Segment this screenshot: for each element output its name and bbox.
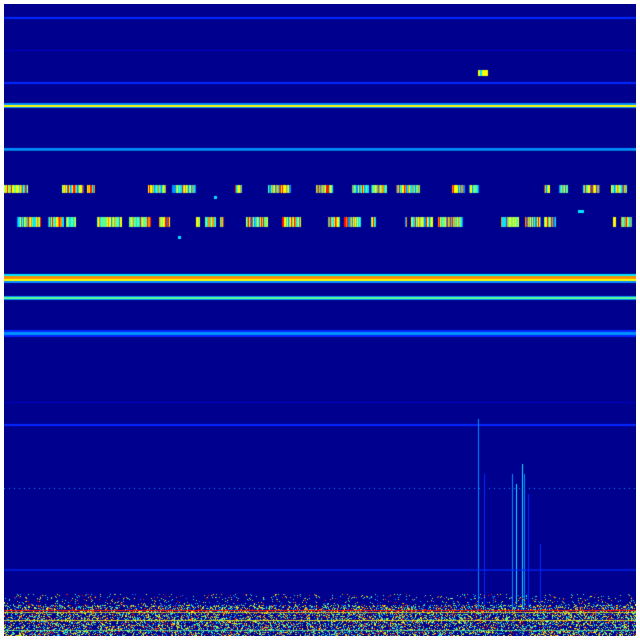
spectrogram-frame [4,4,636,636]
spectrogram-canvas [4,4,636,636]
